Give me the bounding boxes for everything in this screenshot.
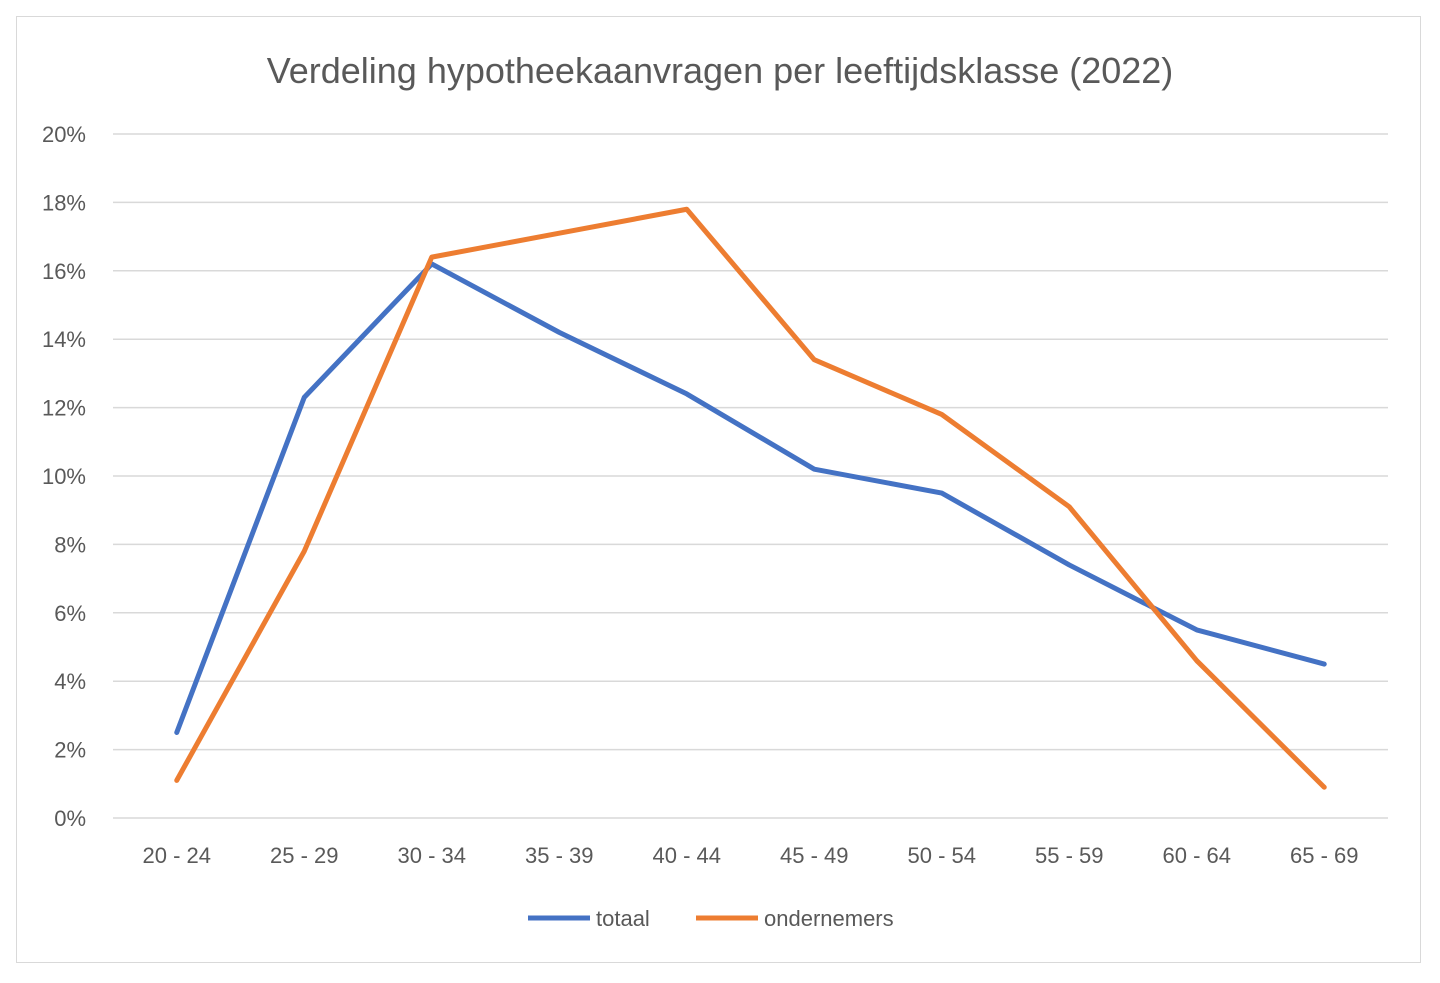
x-tick-label: 40 - 44: [653, 843, 722, 868]
x-tick-label: 65 - 69: [1290, 843, 1359, 868]
legend-label: ondernemers: [764, 906, 894, 931]
x-tick-label: 25 - 29: [270, 843, 339, 868]
y-tick-label: 0%: [54, 806, 86, 831]
x-tick-label: 35 - 39: [525, 843, 594, 868]
series-line-totaal: [174, 261, 1327, 735]
y-tick-label: 8%: [54, 532, 86, 557]
y-tick-label: 18%: [42, 190, 86, 215]
legend-label: totaal: [596, 906, 650, 931]
x-tick-label: 45 - 49: [780, 843, 849, 868]
x-tick-label: 60 - 64: [1163, 843, 1232, 868]
y-tick-label: 2%: [54, 738, 86, 763]
series-lines: [174, 206, 1327, 790]
legend-item-totaal: totaal: [528, 906, 650, 931]
x-tick-label: 55 - 59: [1035, 843, 1104, 868]
series-line-ondernemers: [174, 206, 1327, 790]
chart-frame: [16, 16, 1421, 963]
x-tick-label: 20 - 24: [143, 843, 212, 868]
y-axis-tick-labels: 0% 2% 4% 6% 8% 10% 12% 14% 16% 18% 20%: [42, 122, 86, 831]
y-tick-label: 4%: [54, 669, 86, 694]
x-axis-tick-labels: 20 - 24 25 - 29 30 - 34 35 - 39 40 - 44 45 - …: [143, 843, 1359, 868]
y-tick-label: 6%: [54, 601, 86, 626]
y-tick-label: 20%: [42, 122, 86, 147]
y-tick-label: 14%: [42, 327, 86, 352]
legend: totaal ondernemers: [528, 906, 894, 931]
chart-title: Verdeling hypotheekaanvragen per leeftij…: [267, 50, 1174, 91]
y-tick-label: 10%: [42, 464, 86, 489]
y-tick-label: 16%: [42, 259, 86, 284]
y-tick-label: 12%: [42, 396, 86, 421]
legend-item-ondernemers: ondernemers: [696, 906, 894, 931]
x-tick-label: 50 - 54: [908, 843, 977, 868]
x-tick-label: 30 - 34: [398, 843, 467, 868]
gridlines: [113, 133, 1388, 819]
